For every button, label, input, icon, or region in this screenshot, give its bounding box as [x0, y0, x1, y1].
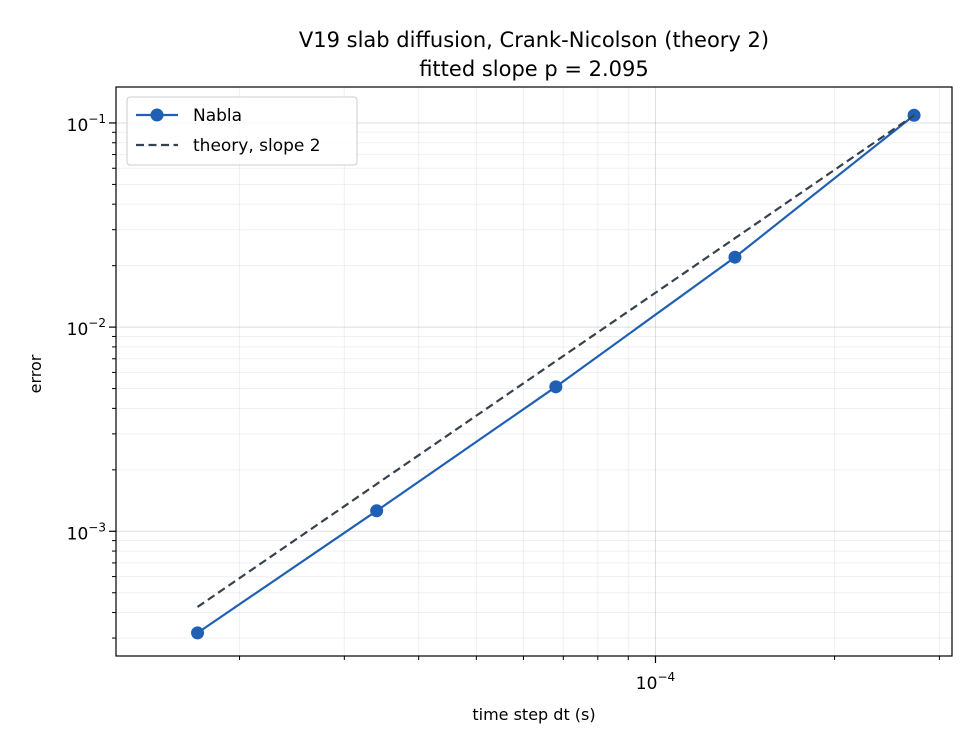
x-axis-label: time step dt (s)	[472, 705, 595, 724]
series-layer	[191, 108, 921, 640]
grid	[116, 87, 952, 656]
data-point	[907, 108, 921, 122]
data-point	[191, 626, 205, 640]
plot-frame	[115, 86, 953, 657]
series-line-theory	[196, 114, 915, 608]
chart-subtitle: fitted slope p = 2.095	[419, 57, 649, 81]
y-tick-label: 10−1	[67, 112, 106, 136]
series-line-nabla	[196, 114, 915, 634]
legend-box	[126, 96, 358, 166]
y-tick-label: 10−3	[67, 520, 106, 544]
y-tick-label: 10−2	[67, 316, 106, 340]
y-axis-label: error	[26, 354, 45, 393]
x-tick-label: 10−4	[636, 670, 675, 694]
legend-label: theory, slope 2	[193, 136, 321, 156]
chart-title: V19 slab diffusion, Crank-Nicolson (theo…	[299, 28, 769, 52]
legend-swatch-marker	[150, 108, 164, 122]
data-point	[370, 504, 384, 518]
ticks: 10−4 10−3 10−2 10−1	[67, 112, 940, 694]
legend: Nabla theory, slope 2	[126, 96, 358, 166]
data-point	[549, 380, 563, 394]
legend-label: Nabla	[193, 106, 242, 126]
data-point	[728, 250, 742, 264]
